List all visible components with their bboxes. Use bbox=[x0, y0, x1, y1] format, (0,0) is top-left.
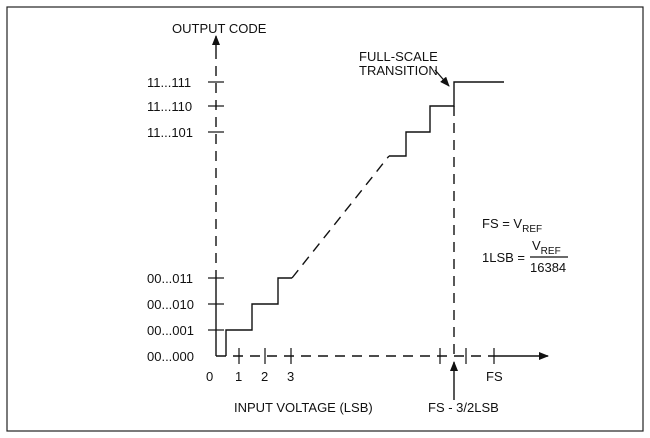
equation-fs-vref: FS = VREF bbox=[482, 216, 542, 235]
y-tick-label: 00...010 bbox=[147, 297, 194, 312]
x-tick-label: 0 bbox=[206, 369, 213, 384]
full-scale-label-line1: FULL-SCALE bbox=[359, 49, 438, 64]
eq1-lhs: FS = V bbox=[482, 216, 522, 231]
y-tick-label: 11...110 bbox=[147, 99, 192, 114]
full-scale-label-line2: TRANSITION bbox=[359, 63, 438, 78]
x-tick-label: 1 bbox=[235, 369, 242, 384]
transfer-dashed-continuation bbox=[291, 155, 390, 279]
x-tick-label: 3 bbox=[287, 369, 294, 384]
y-tick-label: 00...011 bbox=[147, 271, 193, 286]
eq2-num: V bbox=[532, 238, 541, 253]
eq1-sub: REF bbox=[522, 224, 542, 235]
full-scale-transition-label: FULL-SCALE TRANSITION bbox=[359, 49, 441, 78]
upper-staircase-line bbox=[389, 81, 504, 157]
x-tick-label: FS bbox=[486, 369, 503, 384]
x-axis-label: INPUT VOLTAGE (LSB) bbox=[234, 400, 373, 415]
y-tick-label: 00...000 bbox=[147, 349, 194, 364]
equation-1lsb-lhs: 1LSB = bbox=[482, 250, 525, 265]
y-tick-label: 11...101 bbox=[147, 125, 193, 140]
x-tick-label: 2 bbox=[261, 369, 268, 384]
y-tick-label: 11...111 bbox=[147, 75, 191, 90]
y-axis-label: OUTPUT CODE bbox=[172, 21, 267, 36]
eq2-num-sub: REF bbox=[541, 246, 561, 257]
x-tick-marks bbox=[238, 348, 495, 364]
y-tick-marks bbox=[208, 81, 224, 331]
full-scale-pointer-arrow bbox=[434, 69, 450, 87]
equation-1lsb-denominator: 16384 bbox=[530, 260, 566, 275]
fs-marker-label: FS - 3/2LSB bbox=[428, 400, 499, 415]
equation-1lsb-numerator: VREF bbox=[532, 238, 561, 257]
y-tick-label: 00...001 bbox=[147, 323, 194, 338]
figure-frame bbox=[6, 6, 644, 432]
lower-staircase-line bbox=[225, 277, 292, 356]
